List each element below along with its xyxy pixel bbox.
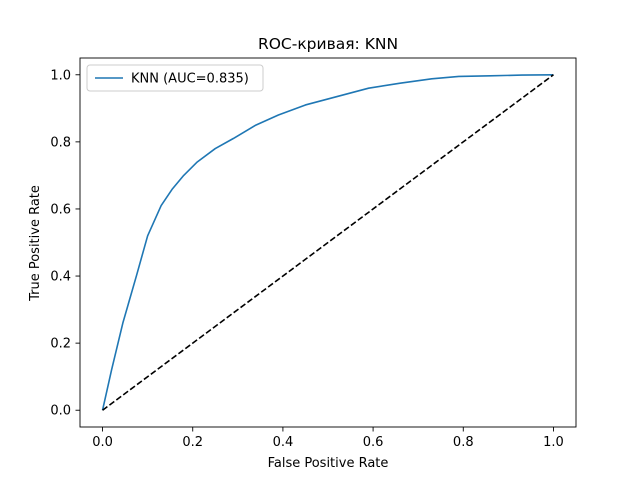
x-tick-label: 1.0 (543, 435, 564, 450)
legend-label: KNN (AUC=0.835) (131, 72, 249, 87)
legend-box (86, 64, 264, 92)
x-tick-label: 0.4 (273, 435, 294, 450)
legend: KNN (AUC=0.835) (86, 64, 264, 92)
roc-curve-line (101, 73, 554, 411)
y-tick-label: 1.0 (50, 68, 71, 83)
y-axis-label: True Positive Rate (28, 185, 43, 302)
x-tick-label: 0.8 (453, 435, 474, 450)
x-tick-label: 0.0 (92, 435, 113, 450)
y-tick-label: 0.6 (50, 202, 71, 217)
x-tick-label: 0.2 (182, 435, 203, 450)
plot-area: 0.0 0.2 0.4 0.6 0.8 1.0 0.0 0.2 0.4 0.6 0.8 1.0 (50, 57, 577, 450)
chance-diagonal-line (102, 74, 554, 411)
chart-title: ROC-кривая: KNN (258, 35, 398, 53)
y-tick-label: 0.8 (50, 135, 71, 150)
axes-frame (79, 57, 577, 428)
y-tick-label: 0.2 (50, 337, 71, 352)
x-tick-label: 0.6 (363, 435, 384, 450)
y-tick-label: 0.0 (50, 404, 71, 419)
x-axis-label: False Positive Rate (268, 456, 389, 471)
y-tick-label: 0.4 (50, 270, 71, 285)
